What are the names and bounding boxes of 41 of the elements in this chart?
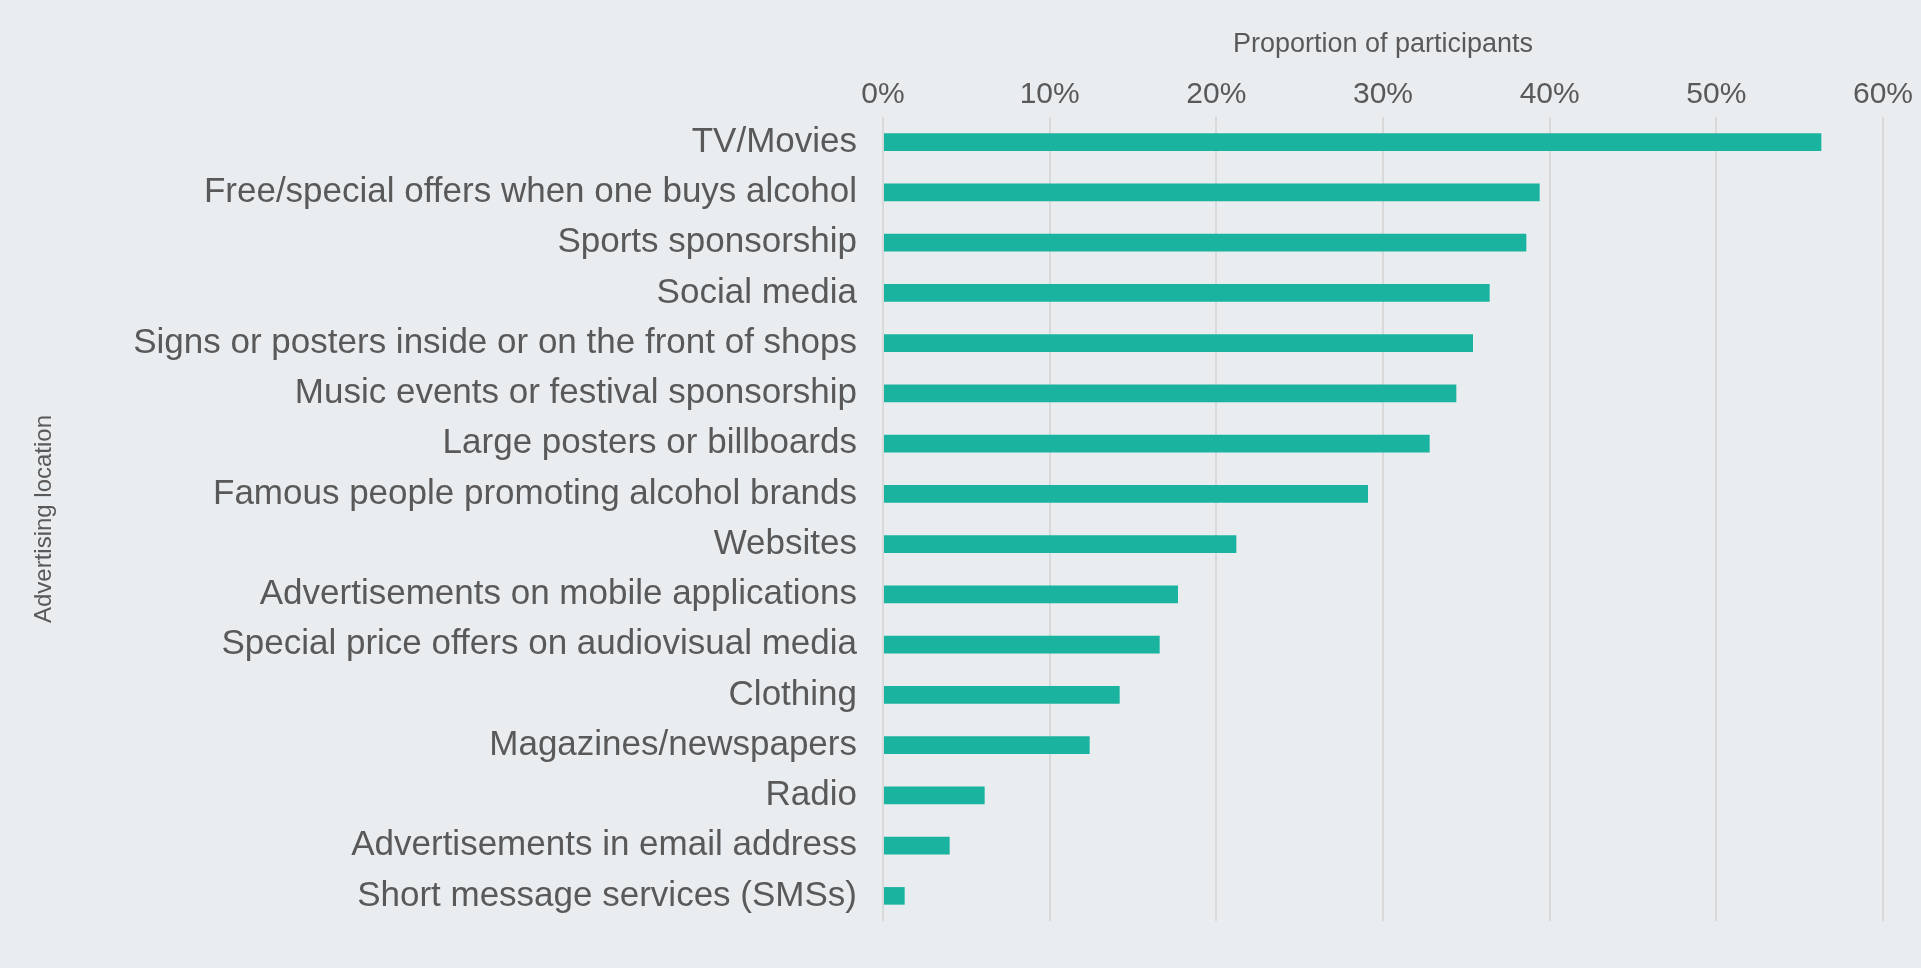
y-tick-label: Famous people promoting alcohol brands bbox=[213, 471, 857, 511]
y-tick-label: Websites bbox=[713, 521, 857, 561]
bar bbox=[884, 434, 1430, 453]
y-tick-label: Signs or posters inside or on the front of shops bbox=[133, 320, 857, 360]
bar bbox=[884, 836, 950, 855]
bar bbox=[884, 183, 1540, 202]
bar bbox=[884, 133, 1822, 151]
y-tick-label: Free/special offers when one buys alcohol bbox=[203, 170, 857, 210]
bar bbox=[884, 233, 1527, 252]
y-tick-label: Radio bbox=[765, 773, 857, 813]
bar bbox=[884, 334, 1473, 352]
y-tick-label: Special price offers on audiovisual media bbox=[221, 622, 858, 662]
bar bbox=[884, 384, 1457, 403]
x-tick-label: 50% bbox=[1686, 76, 1747, 110]
bar bbox=[884, 535, 1237, 553]
x-tick-label: 30% bbox=[1352, 76, 1414, 110]
y-axis-title: Advertising location bbox=[29, 414, 57, 624]
bar bbox=[884, 585, 1178, 604]
y-tick-label: Short message services (SMSs) bbox=[357, 873, 857, 913]
x-tick-label: 60% bbox=[1852, 76, 1914, 110]
y-tick-label: Social media bbox=[656, 270, 858, 310]
y-tick-label: Sports sponsorship bbox=[557, 220, 857, 260]
y-tick-label: TV/Movies bbox=[691, 119, 857, 159]
bar bbox=[884, 485, 1368, 503]
y-tick-label: Large posters or billboards bbox=[442, 421, 857, 461]
x-tick-label: 40% bbox=[1519, 76, 1580, 110]
bar bbox=[884, 635, 1160, 654]
x-tick-label: 0% bbox=[861, 76, 905, 110]
x-tick-label: 10% bbox=[1019, 76, 1080, 110]
x-axis-title: Proportion of participants bbox=[1232, 27, 1534, 58]
bar bbox=[884, 887, 905, 905]
bar bbox=[884, 736, 1090, 754]
y-tick-label: Magazines/newspapers bbox=[489, 722, 857, 762]
y-tick-label: Clothing bbox=[728, 672, 857, 712]
y-tick-label: Advertisements on mobile applications bbox=[259, 572, 857, 612]
x-tick-label: 20% bbox=[1186, 76, 1247, 110]
bar bbox=[884, 284, 1490, 302]
y-tick-label: Music events or festival sponsorship bbox=[294, 371, 857, 411]
bar bbox=[884, 686, 1120, 704]
bar bbox=[884, 786, 985, 805]
y-tick-label: Advertisements in email address bbox=[351, 823, 857, 863]
